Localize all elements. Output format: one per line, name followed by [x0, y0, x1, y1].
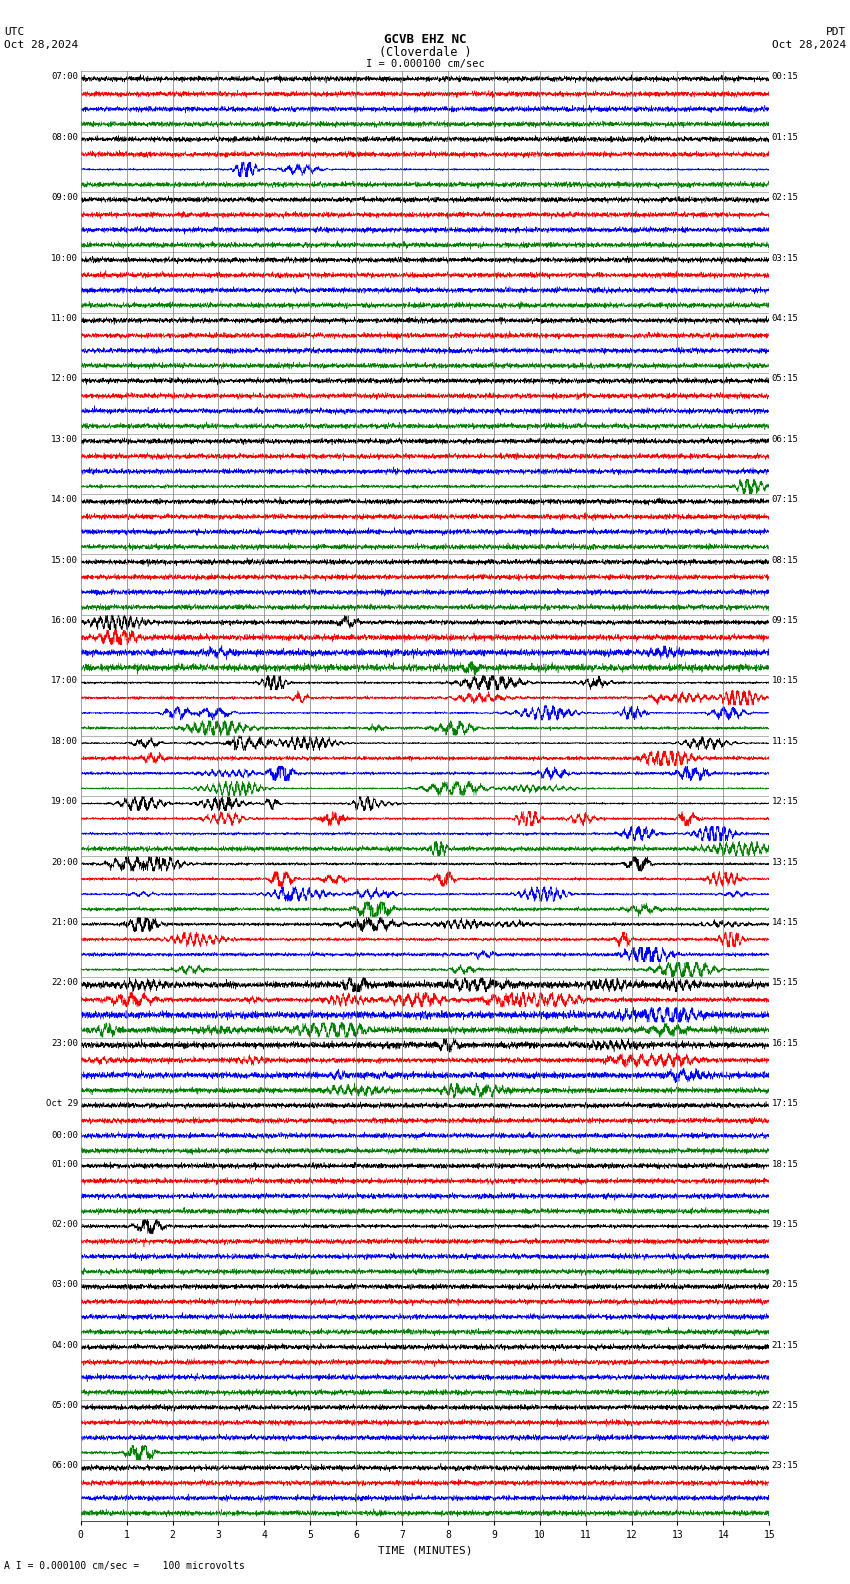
Text: (Cloverdale ): (Cloverdale )	[379, 46, 471, 59]
Text: 20:00: 20:00	[51, 857, 78, 866]
Text: 04:15: 04:15	[772, 314, 799, 323]
Text: 06:00: 06:00	[51, 1462, 78, 1470]
Text: 07:00: 07:00	[51, 73, 78, 81]
Text: 08:15: 08:15	[772, 556, 799, 564]
X-axis label: TIME (MINUTES): TIME (MINUTES)	[377, 1546, 473, 1555]
Text: Oct 29: Oct 29	[46, 1099, 78, 1109]
Text: 15:00: 15:00	[51, 556, 78, 564]
Text: 18:15: 18:15	[772, 1159, 799, 1169]
Text: 05:00: 05:00	[51, 1402, 78, 1410]
Text: 08:00: 08:00	[51, 133, 78, 143]
Text: 18:00: 18:00	[51, 737, 78, 746]
Text: 20:15: 20:15	[772, 1280, 799, 1289]
Text: GCVB EHZ NC: GCVB EHZ NC	[383, 33, 467, 46]
Text: 17:15: 17:15	[772, 1099, 799, 1109]
Text: 21:15: 21:15	[772, 1340, 799, 1350]
Text: 14:15: 14:15	[772, 919, 799, 927]
Text: 10:00: 10:00	[51, 253, 78, 263]
Text: 19:00: 19:00	[51, 797, 78, 806]
Text: 01:00: 01:00	[51, 1159, 78, 1169]
Text: 16:15: 16:15	[772, 1039, 799, 1047]
Text: 11:00: 11:00	[51, 314, 78, 323]
Text: 10:15: 10:15	[772, 676, 799, 686]
Text: 15:15: 15:15	[772, 979, 799, 987]
Text: Oct 28,2024: Oct 28,2024	[772, 40, 846, 49]
Text: 13:00: 13:00	[51, 436, 78, 444]
Text: 02:15: 02:15	[772, 193, 799, 203]
Text: 05:15: 05:15	[772, 374, 799, 383]
Text: 00:15: 00:15	[772, 73, 799, 81]
Text: 03:15: 03:15	[772, 253, 799, 263]
Text: 19:15: 19:15	[772, 1220, 799, 1229]
Text: I = 0.000100 cm/sec: I = 0.000100 cm/sec	[366, 59, 484, 68]
Text: 22:00: 22:00	[51, 979, 78, 987]
Text: 21:00: 21:00	[51, 919, 78, 927]
Text: 06:15: 06:15	[772, 436, 799, 444]
Text: 17:00: 17:00	[51, 676, 78, 686]
Text: PDT: PDT	[825, 27, 846, 36]
Text: 23:15: 23:15	[772, 1462, 799, 1470]
Text: 13:15: 13:15	[772, 857, 799, 866]
Text: 22:15: 22:15	[772, 1402, 799, 1410]
Text: A I = 0.000100 cm/sec =    100 microvolts: A I = 0.000100 cm/sec = 100 microvolts	[4, 1562, 245, 1571]
Text: 04:00: 04:00	[51, 1340, 78, 1350]
Text: 01:15: 01:15	[772, 133, 799, 143]
Text: 02:00: 02:00	[51, 1220, 78, 1229]
Text: 09:00: 09:00	[51, 193, 78, 203]
Text: 11:15: 11:15	[772, 737, 799, 746]
Text: UTC: UTC	[4, 27, 25, 36]
Text: 23:00: 23:00	[51, 1039, 78, 1047]
Text: 09:15: 09:15	[772, 616, 799, 626]
Text: 03:00: 03:00	[51, 1280, 78, 1289]
Text: 07:15: 07:15	[772, 496, 799, 504]
Text: 12:15: 12:15	[772, 797, 799, 806]
Text: Oct 28,2024: Oct 28,2024	[4, 40, 78, 49]
Text: 00:00: 00:00	[51, 1131, 78, 1140]
Text: 12:00: 12:00	[51, 374, 78, 383]
Text: 16:00: 16:00	[51, 616, 78, 626]
Text: 14:00: 14:00	[51, 496, 78, 504]
